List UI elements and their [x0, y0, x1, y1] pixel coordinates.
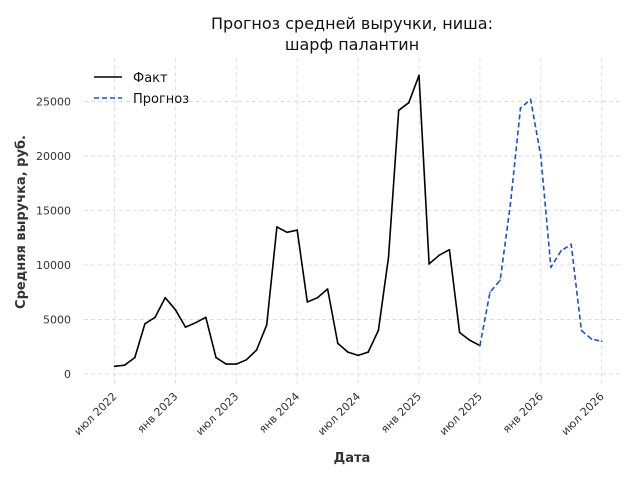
data-point [154, 316, 156, 319]
data-point [377, 329, 380, 332]
x-tick-label: янв 2025 [378, 390, 424, 436]
data-point [194, 321, 197, 324]
chart-title-line-1: Прогноз средней выручки, ниша: [211, 14, 493, 33]
data-point [225, 363, 227, 365]
data-point [184, 326, 187, 328]
data-point [144, 323, 146, 325]
data-point [600, 340, 603, 343]
series-lines [113, 74, 603, 368]
y-axis-ticks: 0 5000 10000 15000 20000 25000 [36, 96, 71, 381]
data-point [418, 74, 420, 77]
data-point [387, 256, 390, 259]
x-axis-ticks: июл 2022 янв 2023 июл 2023 янв 2024 июл 2024… [72, 390, 607, 438]
x-tick-label: июл 2022 [72, 390, 120, 438]
x-tick-label: янв 2023 [135, 390, 181, 436]
y-tick-label: 25000 [36, 96, 71, 109]
data-point [397, 109, 400, 112]
y-axis-title: Средняя выручка, руб. [14, 135, 29, 309]
data-point [255, 349, 258, 351]
data-point [479, 344, 481, 347]
data-point [316, 296, 319, 299]
data-point [174, 308, 177, 311]
data-point [570, 243, 572, 246]
data-point [560, 250, 562, 252]
data-point [519, 107, 522, 109]
data-point [468, 339, 471, 342]
grid [84, 58, 622, 387]
data-point [529, 98, 532, 101]
data-point [550, 266, 552, 269]
data-point [367, 351, 370, 353]
y-tick-label: 15000 [36, 205, 71, 218]
data-point [235, 363, 238, 365]
data-point [428, 263, 430, 265]
data-point [164, 296, 166, 299]
x-tick-label: янв 2026 [500, 390, 546, 436]
data-point [286, 231, 288, 234]
data-point [509, 204, 512, 206]
chart-title-line-2: шарф палантин [285, 35, 419, 54]
data-point [448, 248, 451, 251]
x-tick-label: янв 2024 [256, 390, 302, 436]
data-point [337, 342, 339, 345]
data-point [408, 101, 410, 104]
legend: Факт Прогноз [94, 71, 189, 107]
y-tick-label: 10000 [36, 259, 71, 272]
data-point [245, 359, 248, 361]
data-point [499, 279, 502, 282]
y-tick-label: 20000 [36, 150, 71, 163]
x-tick-label: июл 2025 [437, 390, 485, 438]
x-tick-label: июл 2024 [315, 390, 363, 438]
data-point [276, 226, 278, 228]
x-axis-title: Дата [334, 451, 371, 466]
data-point [438, 254, 441, 256]
x-tick-label: июл 2023 [193, 390, 241, 438]
data-point [265, 324, 268, 326]
data-point [357, 354, 359, 357]
data-point [458, 331, 461, 334]
data-point [134, 356, 136, 359]
data-point [590, 338, 593, 340]
data-point [326, 288, 329, 290]
data-point [113, 365, 116, 368]
y-tick-label: 5000 [43, 313, 71, 326]
data-point [205, 316, 207, 319]
legend-label-fact: Факт [133, 71, 168, 86]
data-point [489, 291, 491, 294]
data-point [296, 229, 299, 231]
data-point [580, 329, 583, 332]
data-point [215, 356, 217, 359]
data-point [540, 155, 542, 157]
data-point [123, 364, 126, 367]
legend-label-forecast: Прогноз [133, 92, 189, 107]
data-point [306, 301, 309, 303]
y-tick-label: 0 [64, 368, 71, 381]
data-point [347, 351, 349, 353]
x-tick-label: июл 2026 [559, 390, 607, 438]
